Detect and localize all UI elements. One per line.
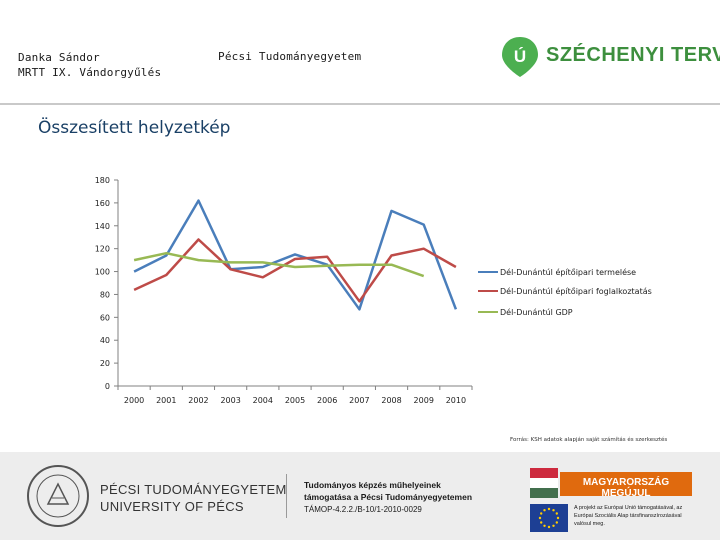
eu-flag-icon <box>530 504 568 532</box>
x-tick-label: 2003 <box>220 396 240 405</box>
y-tick-label: 120 <box>95 245 110 254</box>
y-tick-label: 160 <box>95 199 110 208</box>
slide-footer: PÉCSI TUDOMÁNYEGYETEM UNIVERSITY OF PÉCS… <box>0 452 720 540</box>
x-tick-label: 2005 <box>285 396 305 405</box>
footer-divider <box>286 474 287 518</box>
y-tick-label: 180 <box>95 176 110 185</box>
project-title-line1: Tudományos képzés műhelyeinek <box>304 480 441 490</box>
university-seal-icon <box>27 465 89 527</box>
badge-label: MAGYARORSZÁG MEGÚJUL <box>582 477 670 499</box>
slide-header: Danka Sándor MRTT IX. Vándorgyűlés Pécsi… <box>0 0 720 104</box>
magyarorszag-megujul-badge: MAGYARORSZÁG MEGÚJUL <box>560 472 692 499</box>
project-code: TÁMOP-4.2.2./B-10/1-2010-0029 <box>304 505 422 514</box>
y-tick-label: 100 <box>95 268 110 277</box>
series-line-2 <box>133 238 457 303</box>
logo-text: SZÉCHENYI TERV <box>546 44 720 66</box>
map-pin-icon: Ú <box>502 37 538 77</box>
source-note: Forrás: KSH adatok alapján saját számítá… <box>510 437 668 443</box>
header-divider <box>0 103 720 105</box>
x-tick-label: 2004 <box>253 396 273 405</box>
slide-title: Összesített helyzetkép <box>38 118 231 138</box>
x-tick-label: 2009 <box>414 396 434 405</box>
series-line-1 <box>133 199 458 311</box>
x-tick-label: 2010 <box>446 396 466 405</box>
line-chart: 0 20 40 60 80 100 120 140 160 180 2000 2001 2002 2003… <box>95 176 652 405</box>
logo-mark: Ú <box>514 47 526 66</box>
x-tick-label: 2000 <box>124 396 144 405</box>
legend-label-1: Dél-Dunántúl építőipari termelése <box>500 267 636 277</box>
szechenyi-terv-logo: Ú SZÉCHENYI TERV <box>500 35 720 79</box>
university-name: Pécsi Tudományegyetem <box>218 50 362 63</box>
y-tick-label: 80 <box>100 290 110 299</box>
x-tick-label: 2006 <box>317 396 337 405</box>
legend-label-3: Dél-Dunántúl GDP <box>500 307 573 317</box>
hungarian-flag-icon <box>530 468 558 498</box>
author-block: Danka Sándor MRTT IX. Vándorgyűlés <box>18 50 161 80</box>
legend-label-2: Dél-Dunántúl építőipari foglalkoztatás <box>500 286 652 296</box>
x-tick-label: 2007 <box>349 396 369 405</box>
x-tick-label: 2008 <box>381 396 401 405</box>
y-tick-label: 40 <box>100 336 110 345</box>
series-line-3 <box>133 251 425 278</box>
author-name: Danka Sándor <box>18 51 100 64</box>
pte-name-en: UNIVERSITY OF PÉCS <box>100 499 244 514</box>
y-tick-label: 60 <box>100 313 110 322</box>
event-name: MRTT IX. Vándorgyűlés <box>18 66 162 79</box>
project-title-line2: támogatása a Pécsi Tudományegyetemen <box>304 492 473 502</box>
y-tick-label: 0 <box>105 382 110 391</box>
x-tick-label: 2001 <box>156 396 176 405</box>
y-tick-label: 140 <box>95 222 110 231</box>
pte-name-hu: PÉCSI TUDOMÁNYEGYETEM <box>100 482 287 497</box>
x-tick-label: 2002 <box>188 396 208 405</box>
eu-funding-note: A projekt az Európai Unió támogatásával,… <box>574 505 683 527</box>
y-tick-label: 20 <box>100 359 110 368</box>
